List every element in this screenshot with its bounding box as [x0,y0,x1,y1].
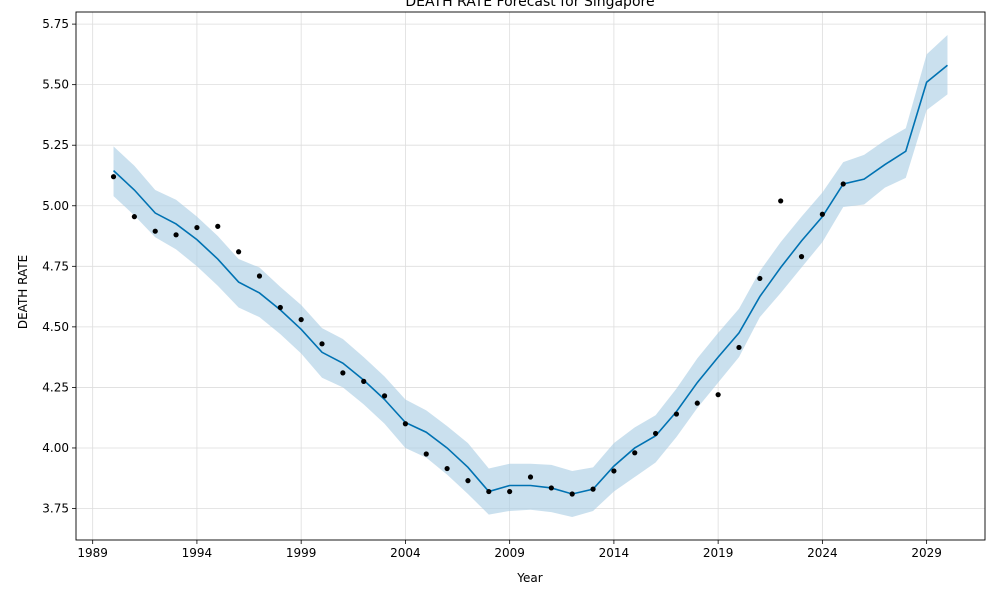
observed-point [152,228,158,234]
y-tick-label: 4.00 [42,441,69,455]
y-tick-label: 4.25 [42,380,69,394]
observed-point [715,392,721,398]
observed-point [381,393,388,399]
observed-point [632,450,638,456]
observed-point [277,304,283,311]
x-tick-label: 1999 [286,546,317,560]
observed-point [215,223,221,229]
forecast-line [112,64,948,495]
x-tick-label: 2019 [703,546,734,560]
observed-point [819,211,825,217]
observed-point [757,275,763,282]
observed-point [110,174,117,180]
plot-frame [75,11,986,541]
observed-point [131,214,137,220]
y-tick-label: 5.00 [42,199,69,213]
observed-point [548,485,554,491]
observed-point [694,400,700,406]
x-axis: 1989 1994 1999 2004 2009 2014 2019 2024 2029 [77,540,942,560]
observed-point [486,488,492,495]
observed-points [110,174,846,497]
observed-point [298,316,304,323]
observed-point [319,341,325,347]
observed-point [652,430,659,437]
x-tick-label: 1989 [77,546,108,560]
observed-point [673,411,680,417]
observed-point [256,273,263,279]
observed-point [361,378,367,384]
y-axis: 3.75 4.00 4.25 4.50 4.75 5.00 5.25 5.50 5.75 [42,17,76,516]
observed-point [590,486,596,492]
observed-point [236,249,242,255]
y-tick-label: 5.50 [42,78,69,92]
observed-point [465,478,471,484]
x-tick-label: 2009 [494,546,525,560]
x-tick-label: 2029 [911,546,942,560]
observed-point [444,465,450,472]
observed-point [423,451,429,457]
x-tick-label: 2024 [807,546,838,560]
observed-point [798,254,805,260]
x-tick-label: 1994 [182,546,213,560]
chart-title: DEATH RATE Forecast for Singapore [405,0,654,10]
observed-point [569,491,575,497]
y-tick-label: 5.25 [42,138,69,152]
observed-point [736,344,742,351]
x-tick-label: 2014 [599,546,630,560]
observed-point [611,468,617,474]
observed-point [194,224,200,231]
x-tick-label: 2004 [390,546,421,560]
observed-point [778,198,784,204]
y-tick-label: 3.75 [42,502,69,516]
observed-point [527,474,534,480]
y-axis-label: DEATH RATE [16,255,30,329]
grid-lines [76,12,985,540]
observed-point [507,488,513,495]
observed-point [840,181,846,187]
y-tick-label: 4.50 [42,320,69,334]
x-axis-label: Year [516,571,542,585]
observed-point [340,370,346,376]
uncertainty-band [113,35,948,517]
observed-point [173,232,179,238]
y-tick-label: 5.75 [42,17,69,31]
observed-point [402,421,409,427]
y-tick-label: 4.75 [42,259,69,273]
